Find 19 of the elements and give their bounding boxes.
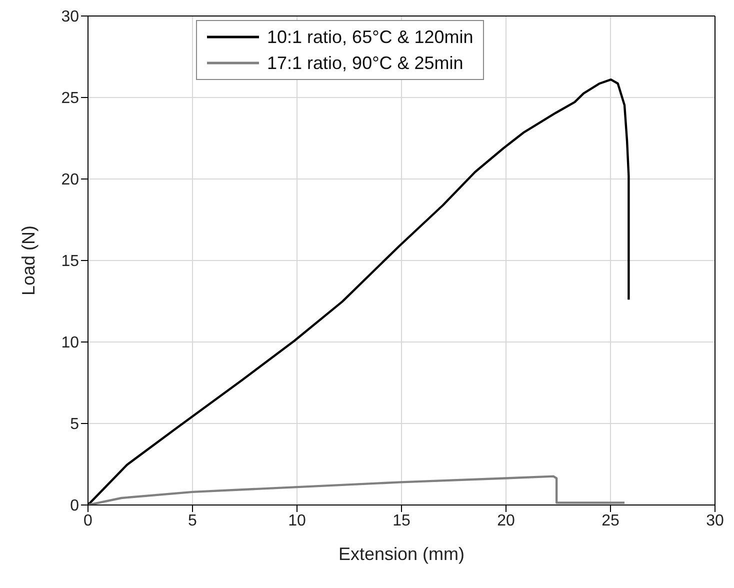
legend-label: 17:1 ratio, 90°C & 25min xyxy=(267,52,464,75)
line-series xyxy=(88,475,626,505)
y-tick-label: 5 xyxy=(70,416,80,434)
x-tick-label: 10 xyxy=(288,512,306,530)
y-axis-title: Load (N) xyxy=(18,225,38,296)
x-tick-label: 25 xyxy=(602,512,620,530)
y-tick-label: 30 xyxy=(61,8,80,26)
y-tick-label: 20 xyxy=(61,172,80,189)
y-tick-label: 10 xyxy=(61,334,80,352)
x-tick-label: 5 xyxy=(188,512,198,530)
x-axis-title: Extension (mm) xyxy=(338,544,465,564)
y-tick-label: 0 xyxy=(70,498,80,515)
y-tick-label: 15 xyxy=(61,253,80,270)
legend-label: 10:1 ratio, 65°C & 120min xyxy=(267,26,474,49)
x-tick-label: 30 xyxy=(706,512,724,530)
x-tick-label: 0 xyxy=(84,512,93,530)
x-tick-label: 20 xyxy=(497,512,515,530)
x-tick-label: 15 xyxy=(392,512,410,530)
y-tick-label: 25 xyxy=(61,90,80,108)
